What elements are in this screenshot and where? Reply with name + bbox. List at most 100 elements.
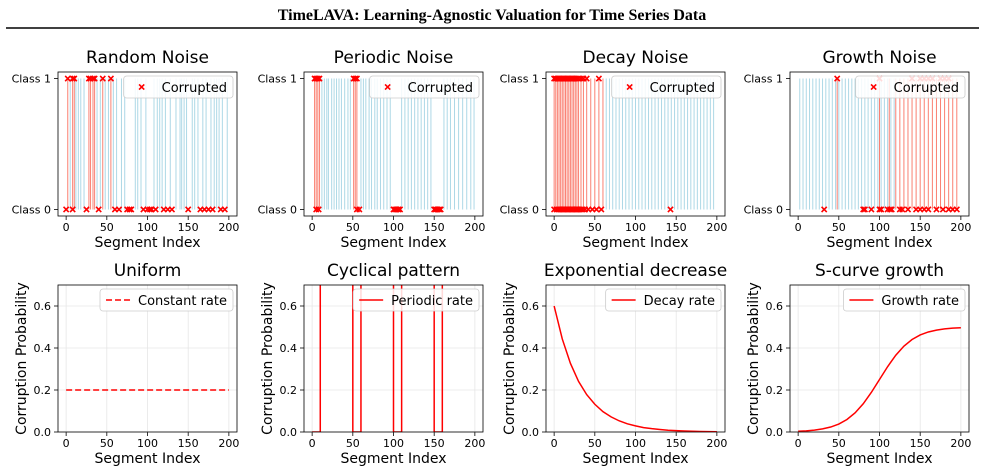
x-tick-label: 50 — [832, 221, 846, 234]
x-tick-label: 200 — [464, 221, 485, 234]
legend-label: Constant rate — [138, 294, 227, 309]
x-tick-label: 50 — [346, 437, 360, 450]
y-tick-label: 0.0 — [522, 426, 540, 439]
legend-label: Periodic rate — [391, 294, 473, 309]
corrupted-point — [128, 206, 135, 213]
corrupted-point — [115, 206, 123, 213]
y-tick-label: Class 0 — [12, 203, 51, 216]
x-axis-label: Segment Index — [341, 451, 447, 467]
corrupted-point — [939, 206, 947, 213]
corrupted-point — [107, 75, 115, 82]
legend-box — [855, 75, 966, 99]
y-tick-label: 0.6 — [280, 300, 298, 313]
y-tick-label: 0.0 — [280, 426, 298, 439]
corrupted-point — [62, 206, 70, 213]
x-tick-label: 50 — [100, 221, 114, 234]
y-tick-label: 0.4 — [522, 342, 540, 355]
x-tick-label: 150 — [424, 221, 445, 234]
legend-box — [843, 288, 966, 312]
corrupted-point — [315, 206, 322, 213]
legend-box — [99, 288, 234, 312]
x-tick-label: 200 — [706, 437, 727, 450]
corrupted-point — [593, 206, 600, 213]
legend: Corrupted — [123, 75, 234, 99]
subplot-title: Random Noise — [86, 48, 209, 68]
axes-frame — [545, 71, 726, 217]
corrupted-point — [861, 206, 869, 213]
corrupted-point — [886, 206, 894, 213]
corrupted-point — [888, 206, 895, 213]
legend-marker — [870, 83, 877, 91]
x-tick-label: 100 — [625, 221, 646, 234]
corrupted-point — [598, 206, 605, 213]
corrupted-point — [583, 75, 590, 82]
corrupted-point — [877, 206, 885, 213]
subplot-title: Cyclical pattern — [327, 261, 460, 281]
y-tick-label: 0.0 — [766, 426, 784, 439]
x-tick-label: 200 — [706, 221, 727, 234]
corrupted-point — [356, 206, 363, 213]
corrupted-point — [933, 206, 940, 213]
legend-label: Growth rate — [881, 294, 959, 309]
corrupted-point — [868, 206, 875, 213]
y-tick-label: 0.6 — [766, 300, 784, 313]
x-axis-label: Segment Index — [341, 235, 447, 251]
y-tick-label: 0.2 — [280, 384, 298, 397]
legend-marker — [384, 83, 391, 91]
y-tick-label: Class 1 — [12, 73, 51, 86]
y-tick-label: Class 0 — [258, 203, 297, 216]
corrupted-point — [316, 75, 323, 82]
corrupted-point — [352, 75, 359, 82]
legend-label: Corrupted — [894, 81, 959, 96]
subplot: Random Noise Segment Index 0 50 100 150 200 Cla… — [12, 48, 240, 251]
y-tick-label: 0.6 — [522, 300, 540, 313]
x-axis-label: Segment Index — [827, 235, 933, 251]
y-tick-label: Class 1 — [744, 73, 783, 86]
corrupted-point — [899, 206, 906, 213]
corrupted-point — [83, 206, 90, 213]
legend-box — [369, 75, 480, 99]
y-axis-label: Corruption Probability — [502, 282, 518, 435]
x-tick-label: 100 — [383, 437, 404, 450]
x-tick-label: 50 — [346, 221, 360, 234]
subplot: Periodic Noise Segment Index 0 50 100 150 200 C… — [258, 48, 486, 251]
legend: Corrupted — [611, 75, 722, 99]
axes-frame — [303, 71, 484, 217]
x-tick-label: 150 — [910, 437, 931, 450]
corrupted-point — [395, 206, 402, 213]
corrupted-point — [95, 206, 102, 213]
y-axis-label: Corruption Probability — [14, 282, 30, 435]
x-tick-label: 50 — [832, 437, 846, 450]
y-tick-label: 0.2 — [522, 384, 540, 397]
subplot-title: S-curve growth — [815, 261, 944, 281]
x-axis-label: Segment Index — [827, 451, 933, 467]
legend-label: Corrupted — [162, 81, 227, 96]
y-tick-label: 0.2 — [34, 384, 52, 397]
subplot: Uniform Segment Index Corruption Probabili… — [14, 261, 239, 467]
x-tick-label: 150 — [178, 437, 199, 450]
x-tick-label: 0 — [551, 221, 558, 234]
y-axis-label: Corruption Probability — [746, 282, 762, 435]
corrupted-point — [435, 206, 443, 213]
legend: Periodic rate — [352, 288, 480, 312]
legend-marker — [138, 83, 145, 91]
axes-frame — [57, 71, 238, 217]
axes-frame — [789, 71, 970, 217]
x-tick-label: 50 — [100, 437, 114, 450]
x-tick-label: 0 — [309, 221, 316, 234]
corrupted-point — [99, 75, 106, 82]
x-tick-label: 150 — [910, 221, 931, 234]
x-tick-label: 0 — [309, 437, 316, 450]
x-tick-label: 100 — [137, 221, 158, 234]
corrupted-point — [437, 206, 444, 213]
corrupted-point — [71, 75, 78, 82]
subplot-title: Decay Noise — [583, 48, 689, 68]
corrupted-point — [925, 206, 932, 213]
corrupted-point — [834, 75, 841, 82]
x-tick-label: 50 — [588, 221, 602, 234]
legend: Corrupted — [855, 75, 966, 99]
corrupted-point — [876, 206, 883, 213]
x-tick-label: 150 — [424, 437, 445, 450]
legend: Constant rate — [99, 288, 234, 312]
